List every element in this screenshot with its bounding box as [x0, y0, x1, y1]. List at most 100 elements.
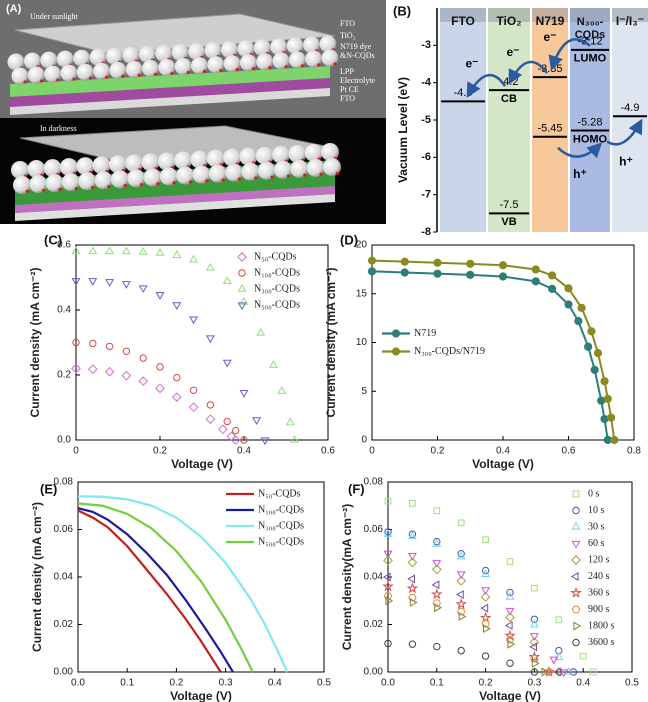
annotation: e⁻: [506, 45, 519, 59]
panel-label: (D): [340, 232, 358, 247]
nanoparticle: [73, 49, 91, 67]
schematic: (A) Under sunlight FTO TiO₂ N719 dye &N-…: [0, 0, 386, 224]
data-point: [432, 559, 442, 568]
dye-dot: [186, 70, 190, 75]
column: [612, 8, 648, 232]
nanoparticle: [303, 36, 321, 54]
nanoparticle: [110, 170, 129, 189]
panel-label: (C): [44, 232, 62, 247]
data-point: [88, 246, 98, 255]
legend-marker: [570, 586, 582, 598]
data-point: [564, 666, 574, 675]
x-tick-label: 0.3: [527, 678, 541, 689]
data-point: [593, 349, 603, 358]
dye-dot: [74, 186, 78, 191]
data-point: [531, 658, 540, 668]
nanoparticle: [11, 67, 29, 85]
data-point: [531, 584, 538, 592]
dye-dot: [219, 68, 223, 73]
nanoparticle: [239, 147, 258, 166]
column: [440, 8, 486, 232]
dye-dot: [88, 76, 92, 80]
x-axis-label: Voltage (V): [170, 689, 232, 702]
data-point: [222, 276, 232, 284]
nanoparticle: [7, 53, 25, 71]
data-point: [530, 615, 539, 623]
data-point: [433, 258, 442, 267]
transfer-arrow: [508, 60, 549, 85]
series-line: [77, 507, 234, 673]
nanoparticle: [40, 51, 58, 69]
nanoparticle: [106, 47, 124, 65]
dye-dot: [25, 189, 29, 193]
data-point: [541, 667, 550, 677]
transfer-arrow: [466, 73, 507, 98]
y-tick-label: 0.06: [54, 524, 74, 535]
nanoparticle: [127, 169, 146, 188]
dye-dot: [319, 172, 323, 176]
dye-dot: [335, 171, 339, 175]
nanoparticles: [7, 35, 341, 194]
data-point: [481, 587, 491, 595]
data-point: [466, 270, 475, 279]
x-tick-label: 0.1: [120, 678, 134, 689]
fto-layer: [15, 194, 335, 221]
panel-label: (B): [393, 3, 411, 18]
nanoparticle: [108, 155, 127, 174]
nanoparticle: [192, 165, 211, 184]
nanoparticle: [241, 162, 260, 181]
data-point: [218, 424, 228, 435]
data-point: [240, 436, 248, 444]
data-point: [189, 254, 199, 263]
legend-label: 3600 s: [588, 637, 615, 648]
legend-label: 360 s: [588, 587, 610, 598]
y-tick-label: 15: [356, 288, 368, 299]
dye-dot: [333, 62, 337, 66]
nanoparticle: [272, 52, 290, 70]
column-header: [440, 8, 486, 22]
y-tick-label: 0: [361, 435, 367, 446]
dye-dot: [303, 173, 307, 177]
dye-dot: [188, 180, 193, 184]
data-point: [105, 342, 114, 351]
data-point: [172, 302, 182, 310]
level-name: LUMO: [574, 53, 607, 65]
y-axis-label: Vacuum Level (eV): [396, 77, 410, 183]
nanoparticle: [142, 59, 160, 77]
legend-label: N₅₀-CQDs: [258, 488, 301, 499]
nanoparticle: [157, 152, 176, 171]
data-point: [434, 603, 442, 613]
legend-label: N₁₀₀-CQDs: [254, 267, 300, 278]
nanoparticle: [23, 52, 41, 70]
data-point: [384, 528, 392, 536]
dye-dot: [137, 73, 141, 77]
y-axis-label: Current density (mA cm⁻²): [324, 268, 338, 418]
x-tick-label: 0.6: [562, 446, 576, 457]
x-tick-label: 0.0: [71, 678, 85, 689]
dye-dot: [156, 182, 160, 186]
data-point: [529, 633, 539, 641]
dye-dot: [107, 184, 111, 189]
data-point: [600, 377, 609, 386]
data-point: [529, 642, 537, 652]
nanoparticle: [207, 56, 225, 74]
nanoparticle: [43, 159, 62, 178]
data-point: [431, 564, 442, 575]
nanoparticle: [13, 176, 31, 194]
data-point: [564, 284, 573, 293]
nanoparticle: [206, 149, 225, 168]
nanoparticle: [237, 40, 255, 58]
y-axis-label: Current density(mA cm⁻²): [340, 504, 354, 651]
column-header: [488, 8, 530, 22]
dye-dot: [121, 74, 125, 78]
data-point: [205, 335, 215, 344]
data-point: [431, 580, 440, 590]
data-point: [483, 624, 491, 634]
data-point: [384, 639, 392, 648]
x-tick-label: 0.2: [153, 446, 167, 457]
data-point: [600, 414, 609, 424]
data-point: [507, 639, 516, 649]
x-tick-label: 0.5: [317, 678, 331, 689]
nanoparticle: [323, 158, 341, 176]
